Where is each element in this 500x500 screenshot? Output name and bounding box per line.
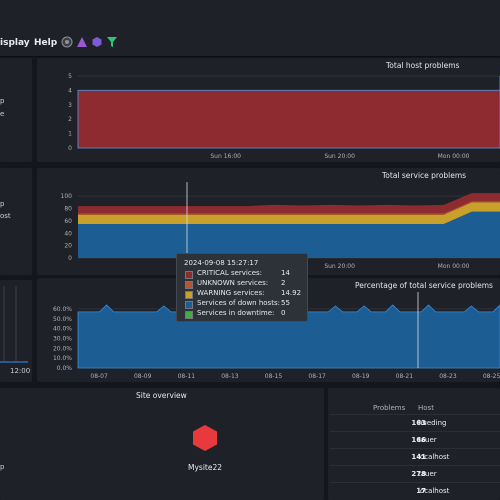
menu-display[interactable]: isplay	[0, 38, 30, 48]
problems-count: 278	[411, 470, 426, 478]
y-tick-label: 0	[68, 255, 72, 262]
table-row[interactable]: 166 tauer	[330, 431, 500, 449]
host-stats-label-2: e	[0, 110, 5, 118]
site-name[interactable]: Mysite22	[188, 463, 222, 472]
menu-help[interactable]: Help	[34, 38, 58, 48]
status-icon[interactable]	[61, 36, 73, 48]
table-row[interactable]: 141 localhost	[330, 448, 500, 466]
problems-count: 163	[411, 419, 426, 427]
y-tick-label: 10.0%	[53, 355, 72, 362]
y-tick-label: 3	[68, 102, 72, 109]
col-header-host[interactable]: Host	[418, 404, 434, 412]
host-name[interactable]: hueding	[418, 419, 447, 427]
service-stats-label-1: p	[0, 200, 5, 208]
host-name[interactable]: localhost	[418, 453, 450, 461]
site-overview-title: Site overview	[136, 391, 187, 400]
x-tick-label: Sun 20:00	[324, 263, 355, 270]
problems-count: 141	[411, 453, 426, 461]
x-tick-label: 08-11	[178, 373, 196, 380]
tooltip-swatch-down-hosts	[185, 301, 193, 309]
service-problems-title: Total service problems	[382, 171, 467, 180]
host-stats-panel	[0, 58, 32, 162]
host-name[interactable]: tauer	[418, 470, 437, 478]
service-area-services-of-down-hosts	[78, 211, 500, 258]
site-overview-panel	[0, 388, 324, 500]
y-tick-label: 2	[68, 116, 72, 123]
service-stats-panel	[0, 168, 32, 275]
host-stats-label-1: p	[0, 97, 5, 105]
host-name[interactable]: tauer	[418, 436, 437, 444]
table-row[interactable]: 278 tauer	[330, 465, 500, 483]
host-problems-title: Total host problems	[386, 61, 460, 70]
top-menu-bar	[0, 0, 500, 57]
left-mini-time: 12:00	[10, 367, 31, 375]
tooltip-unknown-value: 2	[281, 279, 286, 287]
host-name[interactable]: localhost	[418, 487, 450, 495]
table-row[interactable]: 17 localhost	[330, 482, 500, 500]
x-tick-label: Mon 00:00	[438, 153, 470, 160]
tooltip-down-hosts-value: 55	[281, 299, 290, 307]
y-tick-label: 80	[64, 206, 72, 213]
x-tick-label: 08-09	[134, 373, 152, 380]
x-tick-label: 08-21	[396, 373, 414, 380]
x-tick-label: 08-25	[483, 373, 500, 380]
tooltip-warning-label: WARNING services:	[197, 289, 265, 297]
y-tick-label: 5	[68, 73, 72, 80]
tooltip-critical-value: 14	[281, 269, 290, 277]
x-tick-label: 08-23	[439, 373, 457, 380]
x-tick-label: 08-19	[352, 373, 370, 380]
y-tick-label: 60	[64, 218, 72, 225]
chart-tooltip: 2024-09-08 15:27:17 CRITICAL services: 1…	[176, 253, 308, 322]
tooltip-downtime-value: 0	[281, 309, 286, 317]
y-tick-label: 1	[68, 131, 72, 138]
y-tick-label: 30.0%	[53, 335, 72, 342]
y-tick-label: 0	[68, 145, 72, 152]
tooltip-critical-label: CRITICAL services:	[197, 269, 263, 277]
hexagon-icon[interactable]	[91, 36, 103, 48]
x-tick-label: Sun 16:00	[210, 153, 241, 160]
filter-icon[interactable]	[106, 36, 118, 48]
y-tick-label: 20.0%	[53, 345, 72, 352]
y-tick-label: 20	[64, 243, 72, 250]
site-status-hexagon-icon[interactable]	[192, 424, 218, 452]
y-tick-label: 4	[68, 87, 72, 94]
tooltip-downtime-label: Services in downtime:	[197, 309, 275, 317]
site-overview-side-label: p	[0, 463, 5, 471]
service-stats-label-2: ost	[0, 212, 11, 220]
col-header-problems[interactable]: Problems	[373, 404, 406, 412]
host-problems-area	[77, 76, 500, 149]
warning-triangle-icon[interactable]	[76, 36, 88, 48]
x-tick-label: Sun 20:00	[324, 153, 355, 160]
table-row[interactable]: 163 hueding	[330, 414, 500, 432]
y-tick-label: 60.0%	[53, 306, 72, 313]
tooltip-swatch-unknown	[185, 281, 193, 289]
y-tick-label: 0.0%	[57, 365, 73, 372]
tooltip-down-hosts-label: Services of down hosts:	[197, 299, 280, 307]
host-table-panel	[328, 388, 500, 500]
x-tick-label: 08-15	[265, 373, 283, 380]
y-tick-label: 40.0%	[53, 326, 72, 333]
problems-count: 166	[411, 436, 426, 444]
x-tick-label: 08-07	[90, 373, 108, 380]
x-tick-label: Mon 00:00	[438, 263, 470, 270]
tooltip-swatch-warning	[185, 291, 193, 299]
service-area-critical-services	[78, 193, 500, 214]
x-tick-label: 08-17	[308, 373, 326, 380]
left-mini-chart	[0, 286, 28, 363]
tooltip-warning-value: 14.92	[281, 289, 302, 297]
y-tick-label: 100	[61, 193, 73, 200]
tooltip-unknown-label: UNKNOWN services:	[197, 279, 269, 287]
y-tick-label: 40	[64, 230, 72, 237]
y-tick-label: 50.0%	[53, 316, 72, 323]
tooltip-timestamp: 2024-09-08 15:27:17	[184, 259, 259, 267]
tooltip-swatch-critical	[185, 271, 193, 279]
service-area-warning-services	[78, 202, 500, 224]
tooltip-swatch-downtime	[185, 311, 193, 319]
problems-count: 17	[416, 487, 426, 495]
x-tick-label: 08-13	[221, 373, 239, 380]
percentage-title: Percentage of total service problems	[355, 281, 493, 290]
host-problems-chart[interactable]: 0 1 2 3 4 5 Sun 16:00 Sun 20:00 Mon 00:00	[37, 58, 500, 162]
